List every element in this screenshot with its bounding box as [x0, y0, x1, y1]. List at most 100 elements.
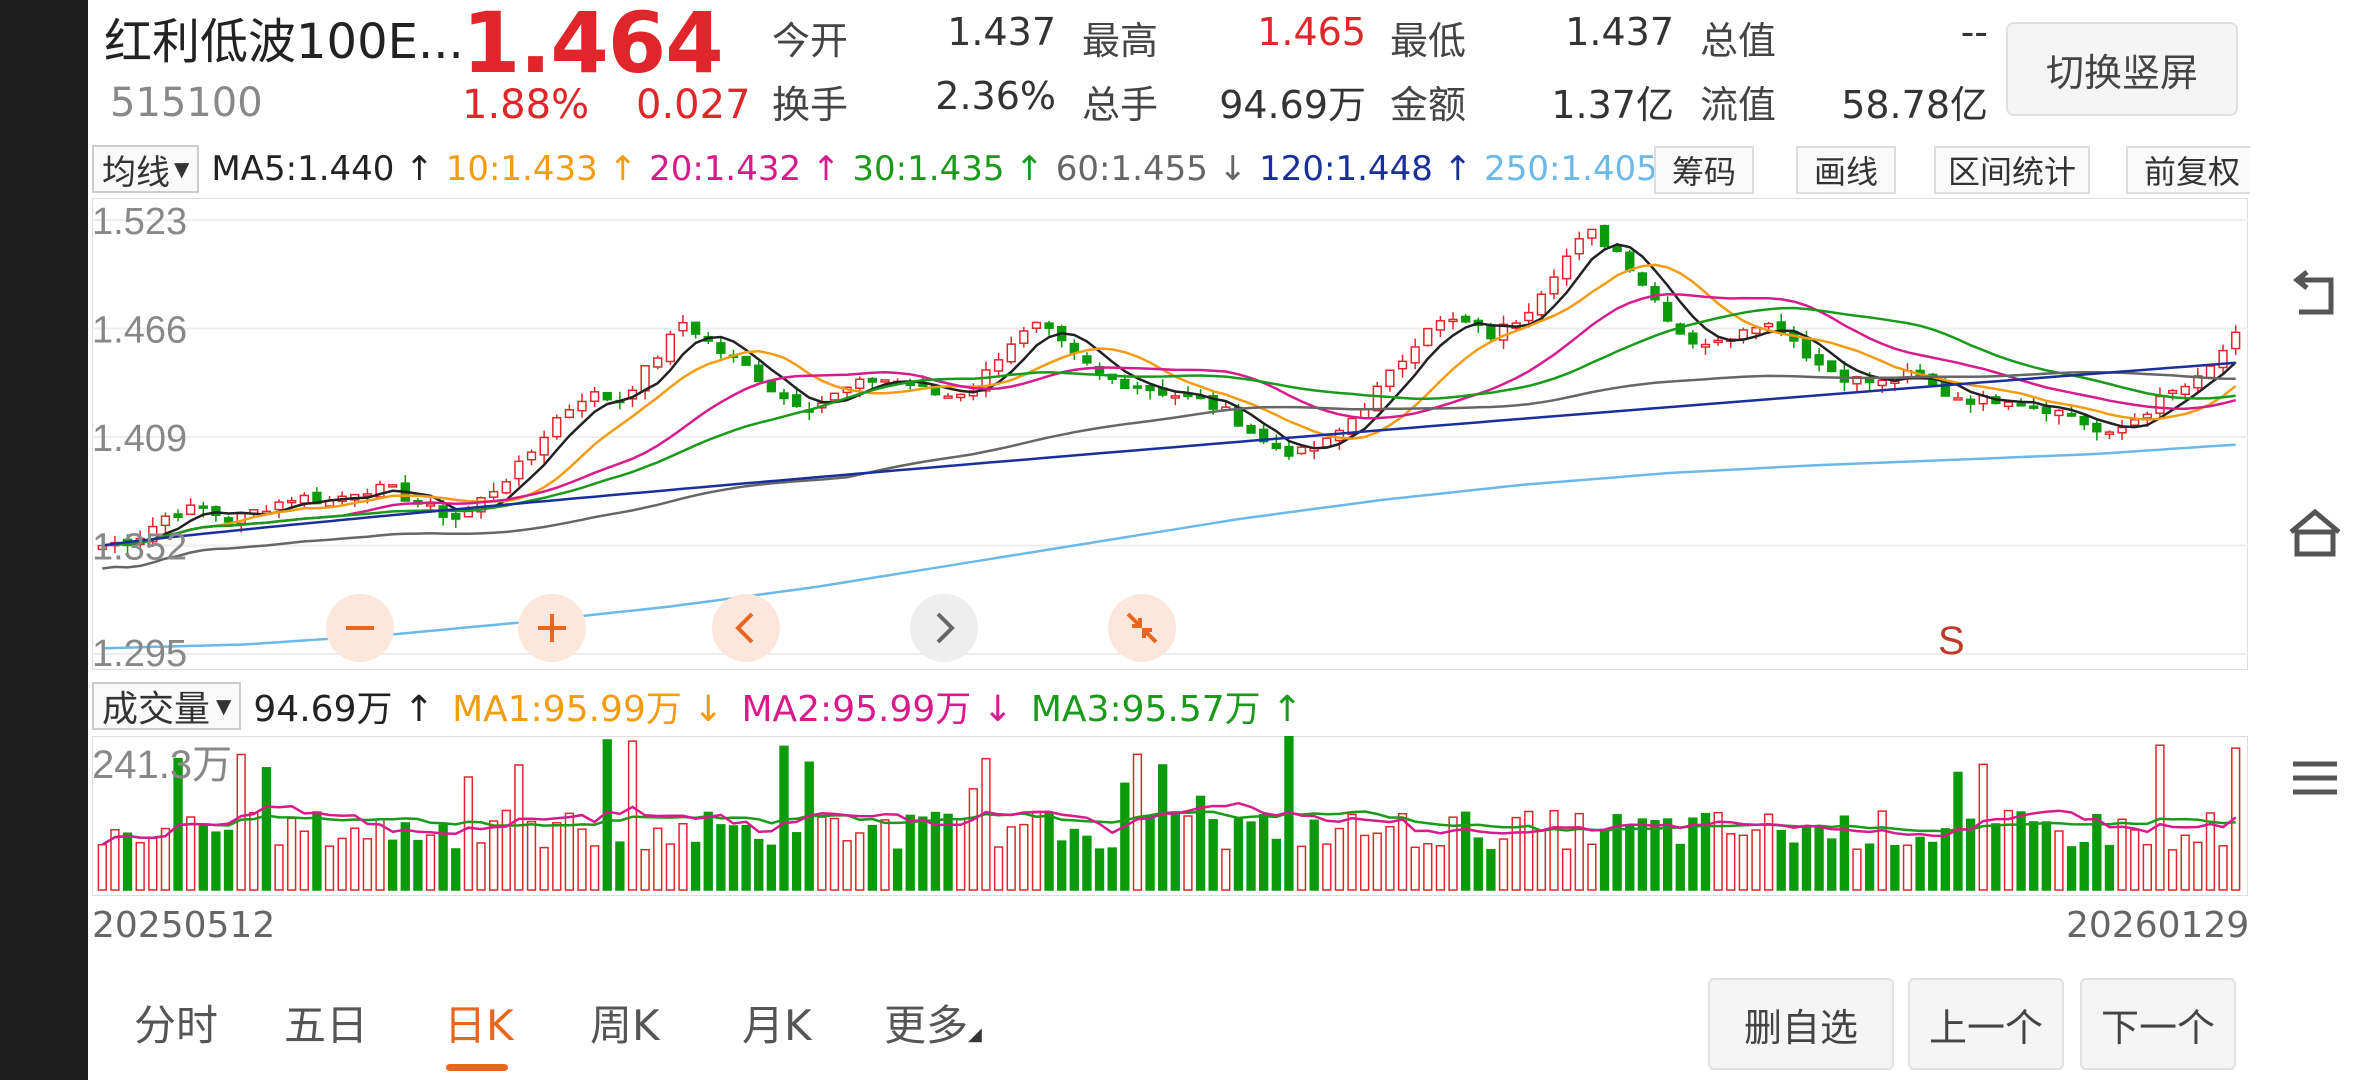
forward-adjust-button[interactable]: 前复权	[2126, 146, 2258, 194]
candle-body	[1031, 321, 1042, 329]
candle-body	[2054, 409, 2064, 417]
volume-bar	[375, 818, 385, 891]
ma30-value: 30:1.435 ↑	[852, 149, 1044, 189]
volume-bar	[1460, 811, 1471, 891]
menu-icon[interactable]	[2285, 748, 2345, 808]
volume-bar	[1738, 834, 1749, 891]
candle-body	[173, 513, 183, 518]
previous-button[interactable]: 上一个	[1908, 978, 2064, 1070]
volume-bar	[1019, 823, 1029, 891]
candle-body	[665, 333, 676, 363]
volume-bar	[690, 841, 701, 891]
volume-bar	[2142, 843, 2152, 891]
candle-body	[2218, 349, 2228, 369]
chips-button[interactable]: 筹码	[1654, 146, 1754, 194]
volume-bar	[425, 834, 436, 891]
home-icon[interactable]	[2285, 504, 2345, 564]
volume-bar	[804, 761, 814, 891]
volume-bar	[1170, 811, 1180, 891]
volume-bar	[1107, 847, 1117, 891]
candle-body	[1435, 320, 1446, 331]
volume-ma3: MA3:95.57万 ↑	[1030, 689, 1303, 730]
candle-body	[754, 364, 764, 383]
volume-bar	[1675, 843, 1685, 891]
volume-bar	[312, 811, 322, 891]
remove-favorite-button[interactable]: 删自选	[1708, 978, 1894, 1070]
candle-body	[1372, 385, 1382, 412]
candle-body	[981, 369, 991, 392]
volume-ma1: MA1:95.99万 ↓	[452, 689, 724, 730]
tab-weekly-k[interactable]: 周K	[590, 1001, 660, 1050]
candle-body	[1599, 224, 1610, 248]
volume-bar	[728, 825, 739, 891]
reset-zoom-button[interactable]	[1108, 594, 1176, 662]
volume-bar	[1827, 838, 1837, 891]
tab-more[interactable]: 更多◢	[884, 992, 982, 1053]
volume-bar	[2130, 829, 2140, 891]
candle-body	[1019, 330, 1029, 344]
ma5-value: MA5:1.440 ↑	[211, 149, 434, 189]
ma60-line	[102, 371, 2236, 570]
volume-bar	[1082, 835, 1092, 891]
volume-bar	[766, 844, 777, 891]
volume-bar	[1801, 825, 1812, 891]
ma10-value: 10:1.433 ↑	[445, 149, 638, 189]
ma-lines-layer	[102, 243, 2237, 650]
candle-body	[1423, 327, 1433, 347]
candle-body	[1385, 369, 1395, 388]
volume-bar	[1928, 841, 1938, 891]
candle-body	[1082, 355, 1092, 364]
fund-code: 515100	[110, 80, 263, 126]
volume-bars-layer	[97, 736, 2241, 891]
volume-bar	[1511, 816, 1521, 891]
stat-value: 1.437	[947, 10, 1056, 54]
candle-body	[1498, 323, 1509, 341]
zoom-in-icon	[538, 614, 566, 642]
volume-type-label: 成交量	[102, 689, 211, 730]
tab-five-day[interactable]: 五日	[284, 1001, 369, 1050]
volume-bar	[1385, 825, 1395, 891]
stat-value: 1.37亿	[1551, 83, 1674, 127]
pan-right-button[interactable]	[910, 594, 978, 662]
zoom-in-button[interactable]	[518, 594, 586, 662]
candle-body	[1637, 272, 1648, 286]
pan-left-button[interactable]	[712, 594, 780, 662]
kline-chart[interactable]: 1.523 1.466 1.409 1.352 1.295 S	[92, 198, 2248, 670]
tab-intraday[interactable]: 分时	[134, 1001, 219, 1050]
change-amount: 0.027	[636, 82, 751, 128]
stat-label: 总手	[1082, 83, 1159, 127]
volume-bar	[1233, 818, 1244, 891]
candle-body	[678, 321, 688, 332]
volume-bar	[1410, 846, 1420, 891]
volume-bar	[577, 828, 587, 891]
tab-monthly-k[interactable]: 月K	[742, 1001, 812, 1050]
ma120-value: 120:1.448 ↑	[1259, 149, 1473, 189]
candle-body	[1246, 425, 1256, 434]
draw-line-button[interactable]: 画线	[1796, 146, 1896, 194]
volume-bar	[741, 824, 751, 891]
volume-bar	[678, 823, 688, 891]
chart-grid	[92, 219, 2248, 655]
candle-body	[2155, 395, 2165, 415]
range-stats-button[interactable]: 区间统计	[1934, 146, 2090, 194]
volume-max-label: 241.3万	[92, 743, 232, 787]
candle-body	[2117, 426, 2127, 434]
switch-portrait-button[interactable]: 切换竖屏	[2006, 22, 2238, 116]
volume-bar	[148, 837, 158, 891]
back-icon[interactable]	[2285, 266, 2345, 326]
stat-label: 流值	[1700, 83, 1777, 127]
volume-chart[interactable]: 241.3万	[92, 736, 2248, 896]
next-button[interactable]: 下一个	[2080, 978, 2236, 1070]
candle-body	[2167, 389, 2178, 394]
candle-body	[791, 394, 802, 408]
volume-type-select[interactable]: 成交量 ▼	[92, 682, 242, 730]
candle-body	[1700, 343, 1711, 348]
volume-bar	[324, 845, 335, 891]
volume-bar	[1069, 828, 1079, 891]
volume-bar	[1637, 818, 1648, 891]
zoom-out-button[interactable]	[326, 594, 394, 662]
candle-body	[488, 490, 499, 498]
ma-type-select[interactable]: 均线 ▼	[92, 145, 200, 193]
candle-body	[211, 506, 221, 517]
tab-daily-k[interactable]: 日K	[444, 1001, 514, 1050]
